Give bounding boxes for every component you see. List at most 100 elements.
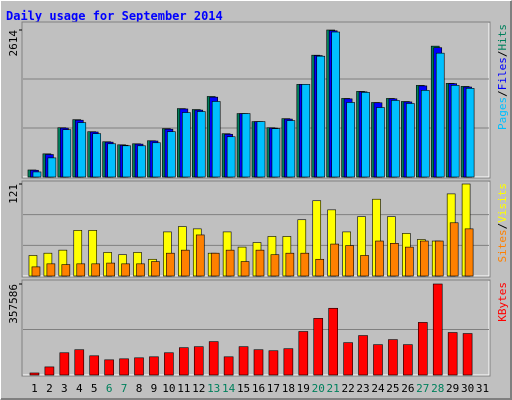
x-tick-label: 30 bbox=[461, 382, 474, 395]
bar bbox=[450, 85, 460, 178]
x-tick-label: 6 bbox=[106, 382, 113, 395]
bar bbox=[77, 122, 87, 178]
x-tick-label: 21 bbox=[327, 382, 340, 395]
bar bbox=[226, 136, 236, 178]
x-tick-label: 20 bbox=[312, 382, 325, 395]
bar bbox=[432, 283, 443, 376]
bar bbox=[31, 266, 41, 277]
bar bbox=[375, 240, 384, 277]
bar bbox=[417, 322, 428, 376]
bar bbox=[134, 357, 144, 376]
x-tick-label: 16 bbox=[252, 382, 265, 395]
bar bbox=[358, 335, 368, 376]
x-tick-label: 15 bbox=[237, 382, 250, 395]
chart-title: Daily usage for September 2014 bbox=[6, 9, 223, 23]
bar bbox=[196, 111, 206, 178]
bar bbox=[47, 157, 57, 178]
bar bbox=[32, 171, 42, 178]
bar bbox=[464, 228, 474, 277]
x-tick-label: 31 bbox=[476, 382, 489, 395]
bar bbox=[343, 342, 353, 376]
bar bbox=[46, 263, 56, 277]
x-tick-label: 23 bbox=[356, 382, 369, 395]
bar bbox=[434, 240, 444, 277]
y-max-label: 121 bbox=[7, 184, 20, 204]
bar bbox=[271, 128, 281, 178]
bar bbox=[345, 245, 354, 277]
x-tick-label: 9 bbox=[151, 382, 158, 395]
legend: Sites/Visits bbox=[496, 183, 509, 263]
bar bbox=[62, 129, 72, 178]
x-tick-label: 29 bbox=[446, 382, 459, 395]
bar bbox=[420, 90, 430, 178]
bar bbox=[391, 100, 400, 178]
bar bbox=[403, 344, 413, 376]
x-tick-label: 1 bbox=[31, 382, 38, 395]
y-max-label: 2614 bbox=[7, 30, 20, 57]
legend-entry: Pages bbox=[496, 97, 509, 130]
bar bbox=[149, 356, 159, 376]
bar bbox=[151, 261, 160, 277]
x-tick-label: 3 bbox=[61, 382, 68, 395]
bar bbox=[330, 243, 339, 277]
bar bbox=[92, 133, 102, 178]
legend-separator: / bbox=[496, 223, 509, 230]
legend: KBytes bbox=[496, 282, 509, 322]
bar bbox=[316, 55, 326, 178]
bar bbox=[361, 92, 370, 178]
bar bbox=[255, 249, 265, 277]
bar bbox=[315, 258, 325, 277]
bar bbox=[388, 339, 398, 376]
bar bbox=[208, 341, 219, 376]
bar bbox=[152, 142, 161, 178]
bar bbox=[331, 31, 340, 178]
bar bbox=[462, 333, 473, 376]
bar bbox=[195, 234, 205, 277]
bar bbox=[136, 263, 145, 277]
legend-separator: / bbox=[496, 90, 509, 97]
bar bbox=[253, 349, 264, 376]
x-tick-label: 18 bbox=[282, 382, 295, 395]
legend-separator: / bbox=[496, 51, 509, 58]
bar bbox=[268, 350, 279, 376]
bar bbox=[211, 101, 221, 178]
bar bbox=[238, 346, 249, 376]
bar bbox=[121, 263, 130, 277]
bar bbox=[465, 88, 475, 178]
bar bbox=[270, 254, 280, 277]
bar bbox=[390, 243, 399, 277]
bar bbox=[223, 356, 234, 376]
bar bbox=[106, 262, 115, 277]
bar bbox=[61, 264, 71, 277]
bar bbox=[298, 331, 309, 376]
bar bbox=[74, 349, 85, 376]
x-tick-label: 19 bbox=[297, 382, 310, 395]
bar bbox=[283, 348, 294, 376]
x-tick-label: 27 bbox=[416, 382, 429, 395]
bar bbox=[373, 344, 383, 376]
x-tick-label: 26 bbox=[401, 382, 414, 395]
x-tick-label: 4 bbox=[76, 382, 83, 395]
x-tick-label: 11 bbox=[177, 382, 190, 395]
bar bbox=[419, 240, 429, 277]
bar bbox=[164, 352, 174, 376]
bar bbox=[301, 84, 311, 178]
bar bbox=[300, 252, 310, 277]
bar bbox=[182, 112, 191, 178]
bar bbox=[104, 359, 114, 376]
bar bbox=[193, 346, 204, 376]
x-tick-label: 24 bbox=[371, 382, 385, 395]
bar bbox=[449, 222, 459, 277]
bar bbox=[181, 249, 190, 277]
bar bbox=[167, 131, 176, 178]
bar bbox=[29, 372, 40, 376]
legend-entry: Files bbox=[496, 57, 509, 90]
bar bbox=[179, 347, 189, 376]
bar bbox=[376, 107, 385, 178]
bar bbox=[328, 307, 338, 376]
x-tick-label: 28 bbox=[431, 382, 444, 395]
x-tick-label: 2 bbox=[46, 382, 53, 395]
legend-entry: Hits bbox=[496, 24, 509, 51]
